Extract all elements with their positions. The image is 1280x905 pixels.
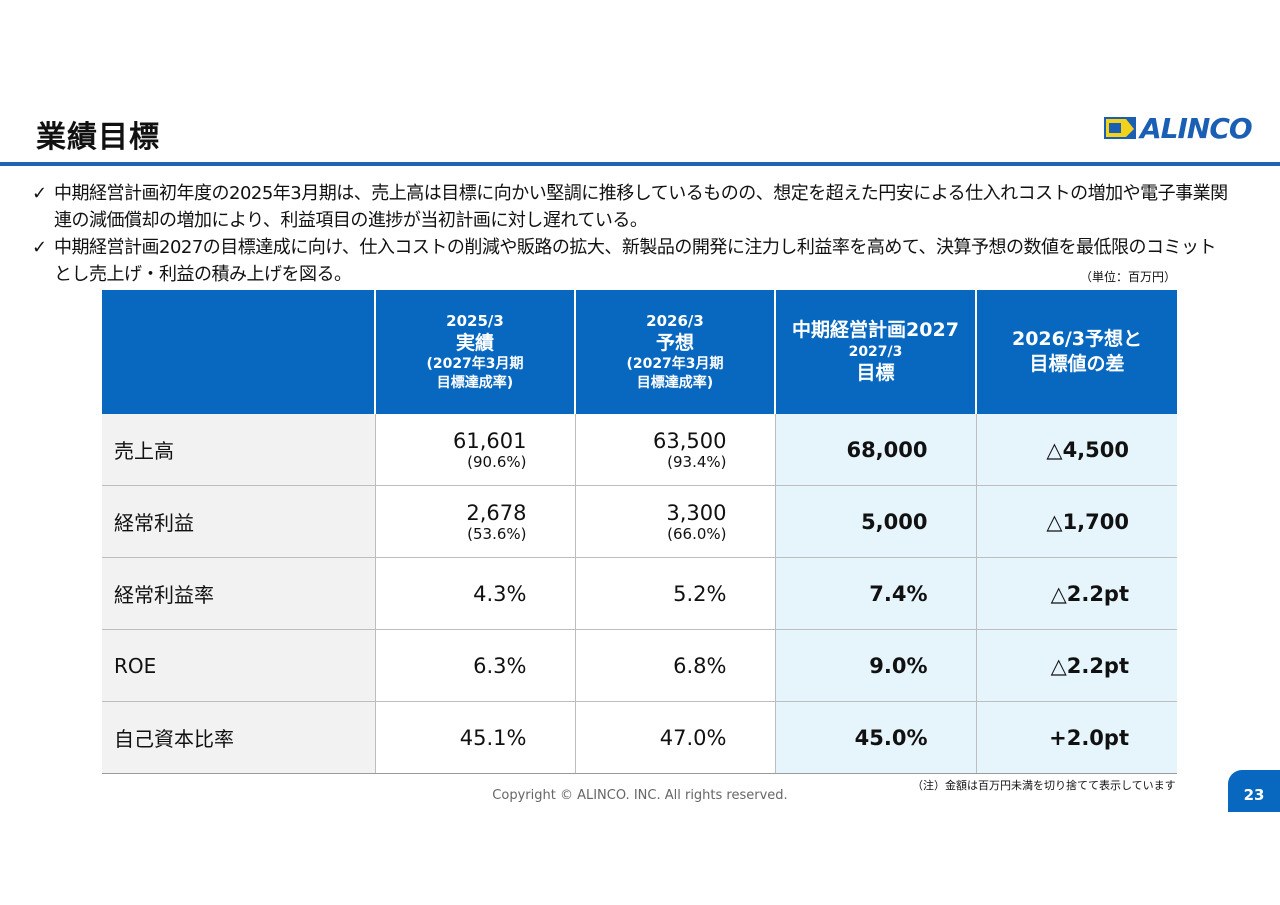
header-forecast-sub1: (2027年3月期: [626, 355, 724, 372]
actual-value: 6.3%: [375, 629, 576, 702]
row-label: 経常利益: [102, 485, 376, 558]
header-blank: [102, 290, 376, 414]
row-label: 売上高: [102, 414, 376, 486]
forecast-value: 47.0%: [575, 701, 776, 774]
actual-value: 2,678: [466, 500, 527, 525]
row-label: ROE: [102, 629, 376, 702]
header-actual-period: 2025/3: [446, 311, 504, 330]
table-row: 売上高 61,601 (90.6%) 63,500 (93.4%) 68,000…: [102, 414, 1177, 486]
forecast-cell: 3,300 (66.0%): [575, 485, 776, 558]
header-actual: 2025/3 実績 (2027年3月期 目標達成率): [375, 290, 576, 414]
actual-value: 45.1%: [375, 701, 576, 774]
page-number: 23: [1228, 770, 1280, 812]
actual-rate: (53.6%): [467, 524, 527, 543]
header-forecast: 2026/3 予想 (2027年3月期 目標達成率): [575, 290, 776, 414]
table-header-row: 2025/3 実績 (2027年3月期 目標達成率) 2026/3 予想 (20…: [102, 290, 1177, 414]
forecast-value: 3,300: [666, 500, 727, 525]
actual-value: 61,601: [453, 428, 527, 453]
forecast-cell: 63,500 (93.4%): [575, 414, 776, 486]
alinco-logo-mark-icon: [1104, 117, 1136, 139]
table-row: ROE 6.3% 6.8% 9.0% △2.2pt: [102, 629, 1177, 702]
header-forecast-period: 2026/3: [646, 311, 704, 330]
forecast-value: 6.8%: [575, 629, 776, 702]
diff-value: △1,700: [976, 485, 1177, 558]
actual-cell: 2,678 (53.6%): [375, 485, 576, 558]
actual-value: 4.3%: [375, 557, 576, 630]
diff-value: △2.2pt: [976, 629, 1177, 702]
title-divider: [0, 162, 1280, 166]
bullet-text: 中期経営計画2027の目標達成に向け、仕入コストの削減や販路の拡大、新製品の開発…: [54, 237, 1217, 285]
logo-text: ALINCO: [1140, 111, 1253, 145]
target-value: 5,000: [775, 485, 977, 558]
copyright-text: Copyright © ALINCO. INC. All rights rese…: [492, 788, 788, 803]
forecast-value: 63,500: [653, 428, 727, 453]
diff-value: △4,500: [976, 414, 1177, 486]
header-target-line1: 中期経営計画2027: [792, 319, 959, 341]
bullet-item: ✓ 中期経営計画初年度の2025年3月期は、売上高は目標に向かい堅調に推移してい…: [32, 180, 1232, 234]
row-label: 自己資本比率: [102, 701, 376, 774]
diff-value: +2.0pt: [976, 701, 1177, 774]
header-target: 中期経営計画2027 2027/3 目標: [775, 290, 977, 414]
header-forecast-sub2: 目標達成率): [636, 374, 714, 391]
actual-rate: (90.6%): [467, 452, 527, 471]
header-actual-sub2: 目標達成率): [436, 374, 514, 391]
target-value: 9.0%: [775, 629, 977, 702]
header-actual-sub1: (2027年3月期: [426, 355, 524, 372]
performance-targets-table: 2025/3 実績 (2027年3月期 目標達成率) 2026/3 予想 (20…: [102, 290, 1177, 774]
target-value: 68,000: [775, 414, 977, 486]
diff-value: △2.2pt: [976, 557, 1177, 630]
row-label: 経常利益率: [102, 557, 376, 630]
header-diff-line2: 目標値の差: [1029, 353, 1125, 375]
bullet-text: 中期経営計画初年度の2025年3月期は、売上高は目標に向かい堅調に推移しているも…: [54, 183, 1228, 231]
unit-note: （単位：百万円）: [1080, 270, 1177, 284]
check-icon: ✓: [32, 183, 47, 204]
target-value: 7.4%: [775, 557, 977, 630]
amount-footnote: （注）金額は百万円未満を切り捨てて表示しています: [912, 779, 1176, 792]
header-diff: 2026/3予想と 目標値の差: [976, 290, 1177, 414]
target-value: 45.0%: [775, 701, 977, 774]
table-row: 経常利益率 4.3% 5.2% 7.4% △2.2pt: [102, 557, 1177, 630]
header-actual-main: 実績: [455, 331, 494, 354]
forecast-rate: (93.4%): [667, 452, 727, 471]
table-row: 自己資本比率 45.1% 47.0% 45.0% +2.0pt: [102, 701, 1177, 774]
forecast-value: 5.2%: [575, 557, 776, 630]
page-title: 業績目標: [36, 120, 160, 155]
check-icon: ✓: [32, 237, 47, 258]
bullet-item: ✓ 中期経営計画2027の目標達成に向け、仕入コストの削減や販路の拡大、新製品の…: [32, 234, 1232, 288]
table-row: 経常利益 2,678 (53.6%) 3,300 (66.0%) 5,000 △…: [102, 485, 1177, 558]
actual-cell: 61,601 (90.6%): [375, 414, 576, 486]
header-forecast-main: 予想: [655, 331, 694, 354]
forecast-rate: (66.0%): [667, 524, 727, 543]
summary-bullets: ✓ 中期経営計画初年度の2025年3月期は、売上高は目標に向かい堅調に推移してい…: [32, 180, 1232, 288]
company-logo: ALINCO: [1104, 111, 1253, 145]
header-target-line2: 2027/3: [848, 344, 903, 360]
header-target-line3: 目標: [856, 362, 895, 384]
header-diff-line1: 2026/3予想と: [1011, 328, 1143, 350]
